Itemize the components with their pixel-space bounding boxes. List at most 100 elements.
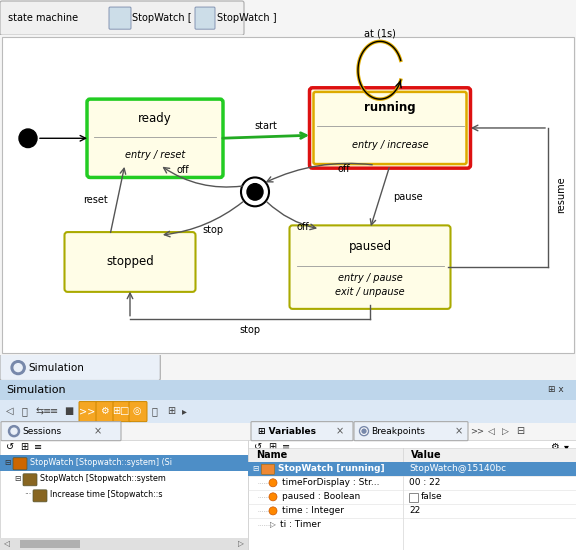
- Text: ↺: ↺: [6, 442, 14, 452]
- Text: Value: Value: [411, 450, 442, 460]
- Text: StopWatch ]: StopWatch ]: [217, 13, 276, 23]
- FancyBboxPatch shape: [195, 7, 215, 29]
- Circle shape: [359, 427, 369, 436]
- Circle shape: [269, 479, 277, 487]
- FancyBboxPatch shape: [0, 354, 160, 381]
- Text: ⊟: ⊟: [14, 474, 20, 483]
- Text: stop: stop: [202, 225, 223, 235]
- Text: >>: >>: [79, 406, 95, 416]
- Text: entry / pause
exit / unpause: entry / pause exit / unpause: [335, 273, 405, 296]
- Text: ⚙: ⚙: [550, 442, 559, 452]
- Text: state machine: state machine: [8, 13, 78, 23]
- Text: ◎: ◎: [132, 406, 141, 416]
- Text: ▷: ▷: [238, 540, 244, 548]
- Text: ⊞ x: ⊞ x: [548, 385, 564, 394]
- Text: ▾: ▾: [564, 442, 569, 452]
- FancyBboxPatch shape: [0, 1, 244, 35]
- Circle shape: [241, 178, 269, 206]
- Bar: [0, 455, 248, 471]
- Circle shape: [11, 428, 17, 434]
- Text: ≡: ≡: [282, 442, 290, 452]
- Text: ⊞: ⊞: [20, 442, 28, 452]
- FancyBboxPatch shape: [290, 226, 450, 309]
- Text: StopWatch [Stopwatch::system] (Si: StopWatch [Stopwatch::system] (Si: [30, 458, 172, 468]
- FancyBboxPatch shape: [13, 458, 27, 470]
- Text: >>: >>: [470, 427, 484, 436]
- Bar: [248, 439, 576, 550]
- Circle shape: [269, 507, 277, 515]
- Text: ready: ready: [138, 112, 172, 125]
- Text: StopWatch [Stopwatch::system: StopWatch [Stopwatch::system: [40, 474, 166, 483]
- Text: ◁: ◁: [6, 406, 13, 416]
- Bar: [20, 540, 80, 548]
- Text: ×: ×: [336, 426, 344, 436]
- Bar: [248, 462, 576, 476]
- Text: ⏸: ⏸: [22, 406, 28, 416]
- FancyBboxPatch shape: [129, 402, 147, 422]
- Circle shape: [269, 493, 277, 501]
- Text: ···: ···: [24, 491, 31, 499]
- Text: Breakpoints: Breakpoints: [371, 427, 425, 436]
- Text: resume: resume: [556, 177, 566, 213]
- Text: ⊞□: ⊞□: [112, 406, 130, 416]
- Text: ti : Timer: ti : Timer: [280, 520, 321, 530]
- Text: 22: 22: [409, 507, 420, 515]
- Text: at (1s): at (1s): [364, 28, 396, 38]
- Text: entry / reset: entry / reset: [125, 150, 185, 160]
- Text: ≡: ≡: [34, 442, 42, 452]
- Text: reset: reset: [83, 195, 108, 205]
- Text: off: off: [296, 222, 309, 232]
- Text: ⚙: ⚙: [100, 406, 108, 416]
- Text: StopWatch [: StopWatch [: [132, 13, 192, 23]
- Text: ■: ■: [64, 406, 73, 416]
- Text: paused : Boolean: paused : Boolean: [282, 492, 360, 502]
- FancyBboxPatch shape: [23, 474, 37, 486]
- Text: ▸: ▸: [182, 406, 187, 416]
- Text: Simulation: Simulation: [6, 384, 66, 394]
- Text: ⇆≡: ⇆≡: [36, 406, 52, 416]
- Text: time : Integer: time : Integer: [282, 507, 344, 515]
- Text: off: off: [176, 165, 189, 175]
- FancyBboxPatch shape: [109, 7, 131, 29]
- Text: start: start: [255, 122, 278, 131]
- Bar: [0, 399, 576, 422]
- Bar: [248, 448, 576, 462]
- Text: stop: stop: [240, 325, 260, 335]
- Text: ⊟: ⊟: [516, 426, 524, 436]
- FancyBboxPatch shape: [1, 422, 121, 441]
- Text: Increase time [Stopwatch::s: Increase time [Stopwatch::s: [50, 491, 162, 499]
- Text: StopWatch@15140bc: StopWatch@15140bc: [409, 464, 506, 473]
- Text: false: false: [421, 492, 442, 502]
- Text: paused: paused: [348, 240, 392, 253]
- Circle shape: [11, 361, 25, 375]
- Text: timeForDisplay : Str...: timeForDisplay : Str...: [282, 478, 380, 487]
- Text: entry / increase: entry / increase: [352, 140, 429, 150]
- Text: ▷: ▷: [270, 520, 276, 530]
- FancyBboxPatch shape: [309, 88, 471, 168]
- Text: stopped: stopped: [106, 256, 154, 268]
- Text: ▷: ▷: [502, 427, 509, 436]
- Text: 00 : 22: 00 : 22: [409, 478, 441, 487]
- Circle shape: [14, 364, 22, 372]
- FancyBboxPatch shape: [262, 464, 275, 474]
- Bar: [0, 439, 248, 550]
- Circle shape: [19, 129, 37, 147]
- FancyBboxPatch shape: [79, 402, 97, 422]
- Text: ≡: ≡: [50, 406, 58, 416]
- Text: ↺: ↺: [254, 442, 262, 452]
- Text: Simulation: Simulation: [28, 362, 84, 372]
- Text: ×: ×: [455, 426, 463, 436]
- Circle shape: [247, 184, 263, 200]
- FancyBboxPatch shape: [33, 490, 47, 502]
- Text: ⊞: ⊞: [167, 406, 175, 416]
- Text: ×: ×: [94, 426, 102, 436]
- Text: ◁: ◁: [4, 540, 10, 548]
- Text: 🔒: 🔒: [152, 406, 158, 416]
- FancyBboxPatch shape: [65, 232, 195, 292]
- Text: ⊞: ⊞: [268, 442, 276, 452]
- FancyBboxPatch shape: [113, 402, 131, 422]
- Text: Sessions: Sessions: [22, 427, 61, 436]
- Text: ⊟: ⊟: [252, 464, 259, 473]
- Text: ◁: ◁: [488, 427, 495, 436]
- Text: Name: Name: [256, 450, 287, 460]
